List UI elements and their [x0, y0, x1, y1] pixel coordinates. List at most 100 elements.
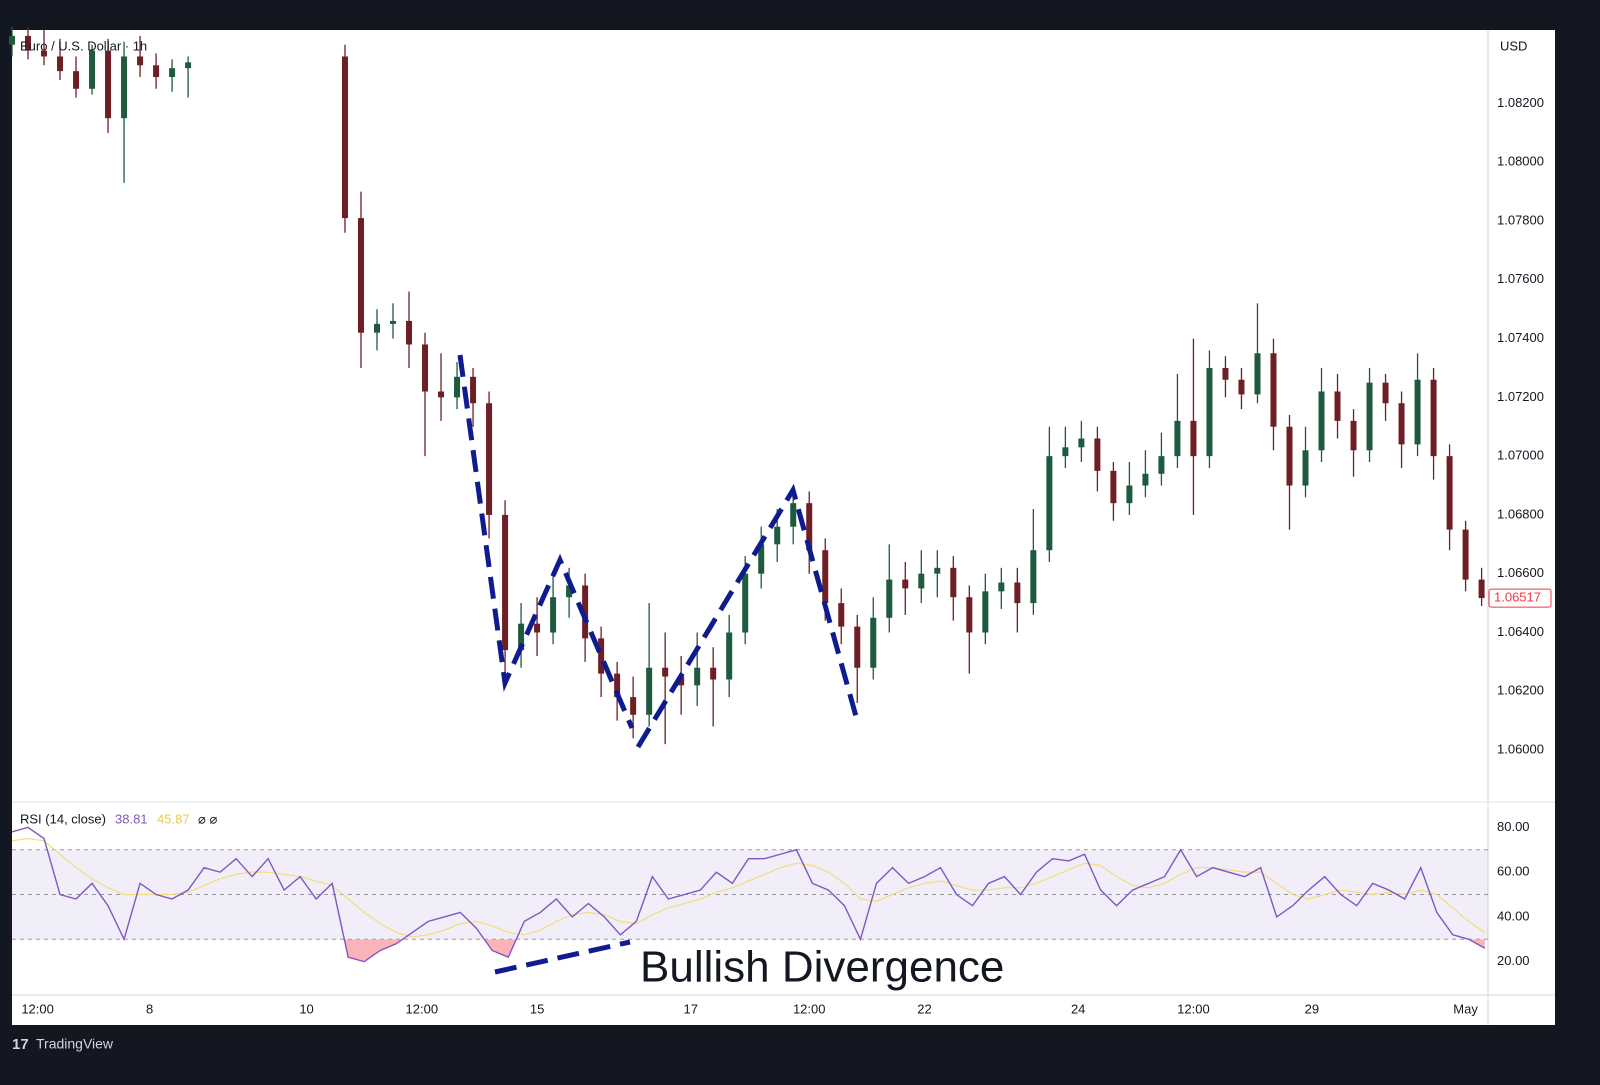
y-tick-label: 1.08000 [1497, 154, 1544, 169]
candle-body [1206, 367, 1213, 457]
candle-body [790, 503, 797, 527]
candle-body [1238, 379, 1245, 395]
candle-body [1446, 456, 1453, 530]
candle-body [678, 676, 685, 686]
candle-body [966, 597, 973, 633]
candle-body [1254, 353, 1261, 395]
candle-body [998, 582, 1005, 592]
last-price-label: 1.06517 [1494, 590, 1541, 605]
candle-body [854, 626, 861, 668]
candle-body [390, 320, 397, 324]
x-tick-label: 12:00 [1177, 1001, 1210, 1016]
ma-readout: 45.87 [157, 811, 190, 826]
candle-body [838, 603, 845, 627]
x-tick-label: 12:00 [21, 1001, 54, 1016]
candle-body [1382, 382, 1389, 404]
candle-body [1334, 391, 1341, 421]
rsi-line [11, 826, 1486, 963]
x-tick-label: 8 [146, 1001, 153, 1016]
candle-body [57, 56, 64, 72]
rsi-legend: RSI (14, close) [20, 811, 106, 826]
y-tick-label: 1.07200 [1497, 389, 1544, 404]
y-tick-label: 1.07000 [1497, 448, 1544, 463]
plot-layer [9, 27, 1488, 963]
y-tick-label: 1.07800 [1497, 212, 1544, 227]
x-tick-label: May [1453, 1001, 1478, 1016]
candle-body [982, 591, 989, 633]
y-tick-label: 80.00 [1497, 819, 1530, 834]
candle-body [373, 323, 380, 333]
legend-icon: ⌀ ⌀ [198, 811, 217, 826]
candle-body [1430, 379, 1437, 457]
y-tick-label: 1.07400 [1497, 330, 1544, 345]
candle-body [438, 391, 445, 398]
y-tick-label: 1.06000 [1497, 741, 1544, 756]
candle-body [598, 638, 605, 674]
annotation-text: Bullish Divergence [640, 943, 1004, 992]
x-tick-label: 29 [1305, 1001, 1319, 1016]
candle-body [422, 344, 429, 392]
candle-body [73, 71, 80, 89]
candle-body [1062, 447, 1069, 457]
candle-body [758, 544, 765, 574]
candle-body [169, 68, 176, 78]
candle-body [550, 597, 557, 633]
last-price-box [1488, 588, 1552, 608]
y-tick-label: 1.06600 [1497, 565, 1544, 580]
candle-body [870, 617, 877, 668]
x-tick-label: 10 [299, 1001, 313, 1016]
currency-label: USD [1500, 38, 1527, 53]
candle-body [486, 403, 493, 515]
candle-body [918, 573, 925, 589]
candle-body [950, 567, 957, 598]
zigzag-annotation [457, 354, 635, 729]
candle-body [806, 503, 813, 551]
y-tick-label: 40.00 [1497, 908, 1530, 923]
chart-area [12, 30, 1555, 1025]
candle-body [1094, 438, 1101, 471]
candle-body [710, 667, 717, 680]
candle-body [1142, 473, 1149, 486]
candle-body [1174, 420, 1181, 457]
candle-body [1126, 485, 1133, 504]
candle-body [1286, 426, 1293, 486]
candle-body [1350, 420, 1357, 451]
candle-body [1222, 367, 1229, 380]
candle-body [1190, 420, 1197, 457]
x-tick-label: 12:00 [793, 1001, 826, 1016]
candle-body [89, 50, 96, 89]
y-tick-label: 20.00 [1497, 953, 1530, 968]
candle-body [742, 573, 749, 633]
candle-body [470, 376, 477, 404]
candle-body [121, 56, 128, 119]
divergence-line [494, 939, 631, 975]
candle-body [582, 585, 589, 639]
candle-body [934, 567, 941, 574]
candle-body [1046, 456, 1053, 551]
candle-body [9, 35, 15, 45]
x-tick-label: 15 [530, 1001, 544, 1016]
candle-body [726, 632, 733, 680]
candle-body [1318, 391, 1325, 451]
candle-body [1030, 550, 1037, 604]
candle-body [406, 320, 413, 345]
candle-body [1302, 450, 1309, 486]
candle-body [614, 673, 621, 698]
x-tick-label: 12:00 [406, 1001, 439, 1016]
y-tick-label: 1.08200 [1497, 95, 1544, 110]
candle-body [341, 56, 348, 219]
y-tick-label: 60.00 [1497, 864, 1530, 879]
candle-body [774, 526, 781, 545]
footer-text: TradingView [36, 1036, 114, 1052]
chart-title: Euro / U.S. Dollar · 1h [20, 38, 147, 53]
y-tick-label: 1.06400 [1497, 624, 1544, 639]
candle-body [153, 65, 160, 78]
candle-body [662, 667, 669, 677]
candle-body [1078, 438, 1085, 448]
candle-body [646, 667, 653, 715]
rsi-line [11, 837, 1486, 938]
candle-body [694, 667, 701, 686]
candle-body [1158, 456, 1165, 474]
candle-body [1270, 353, 1277, 427]
